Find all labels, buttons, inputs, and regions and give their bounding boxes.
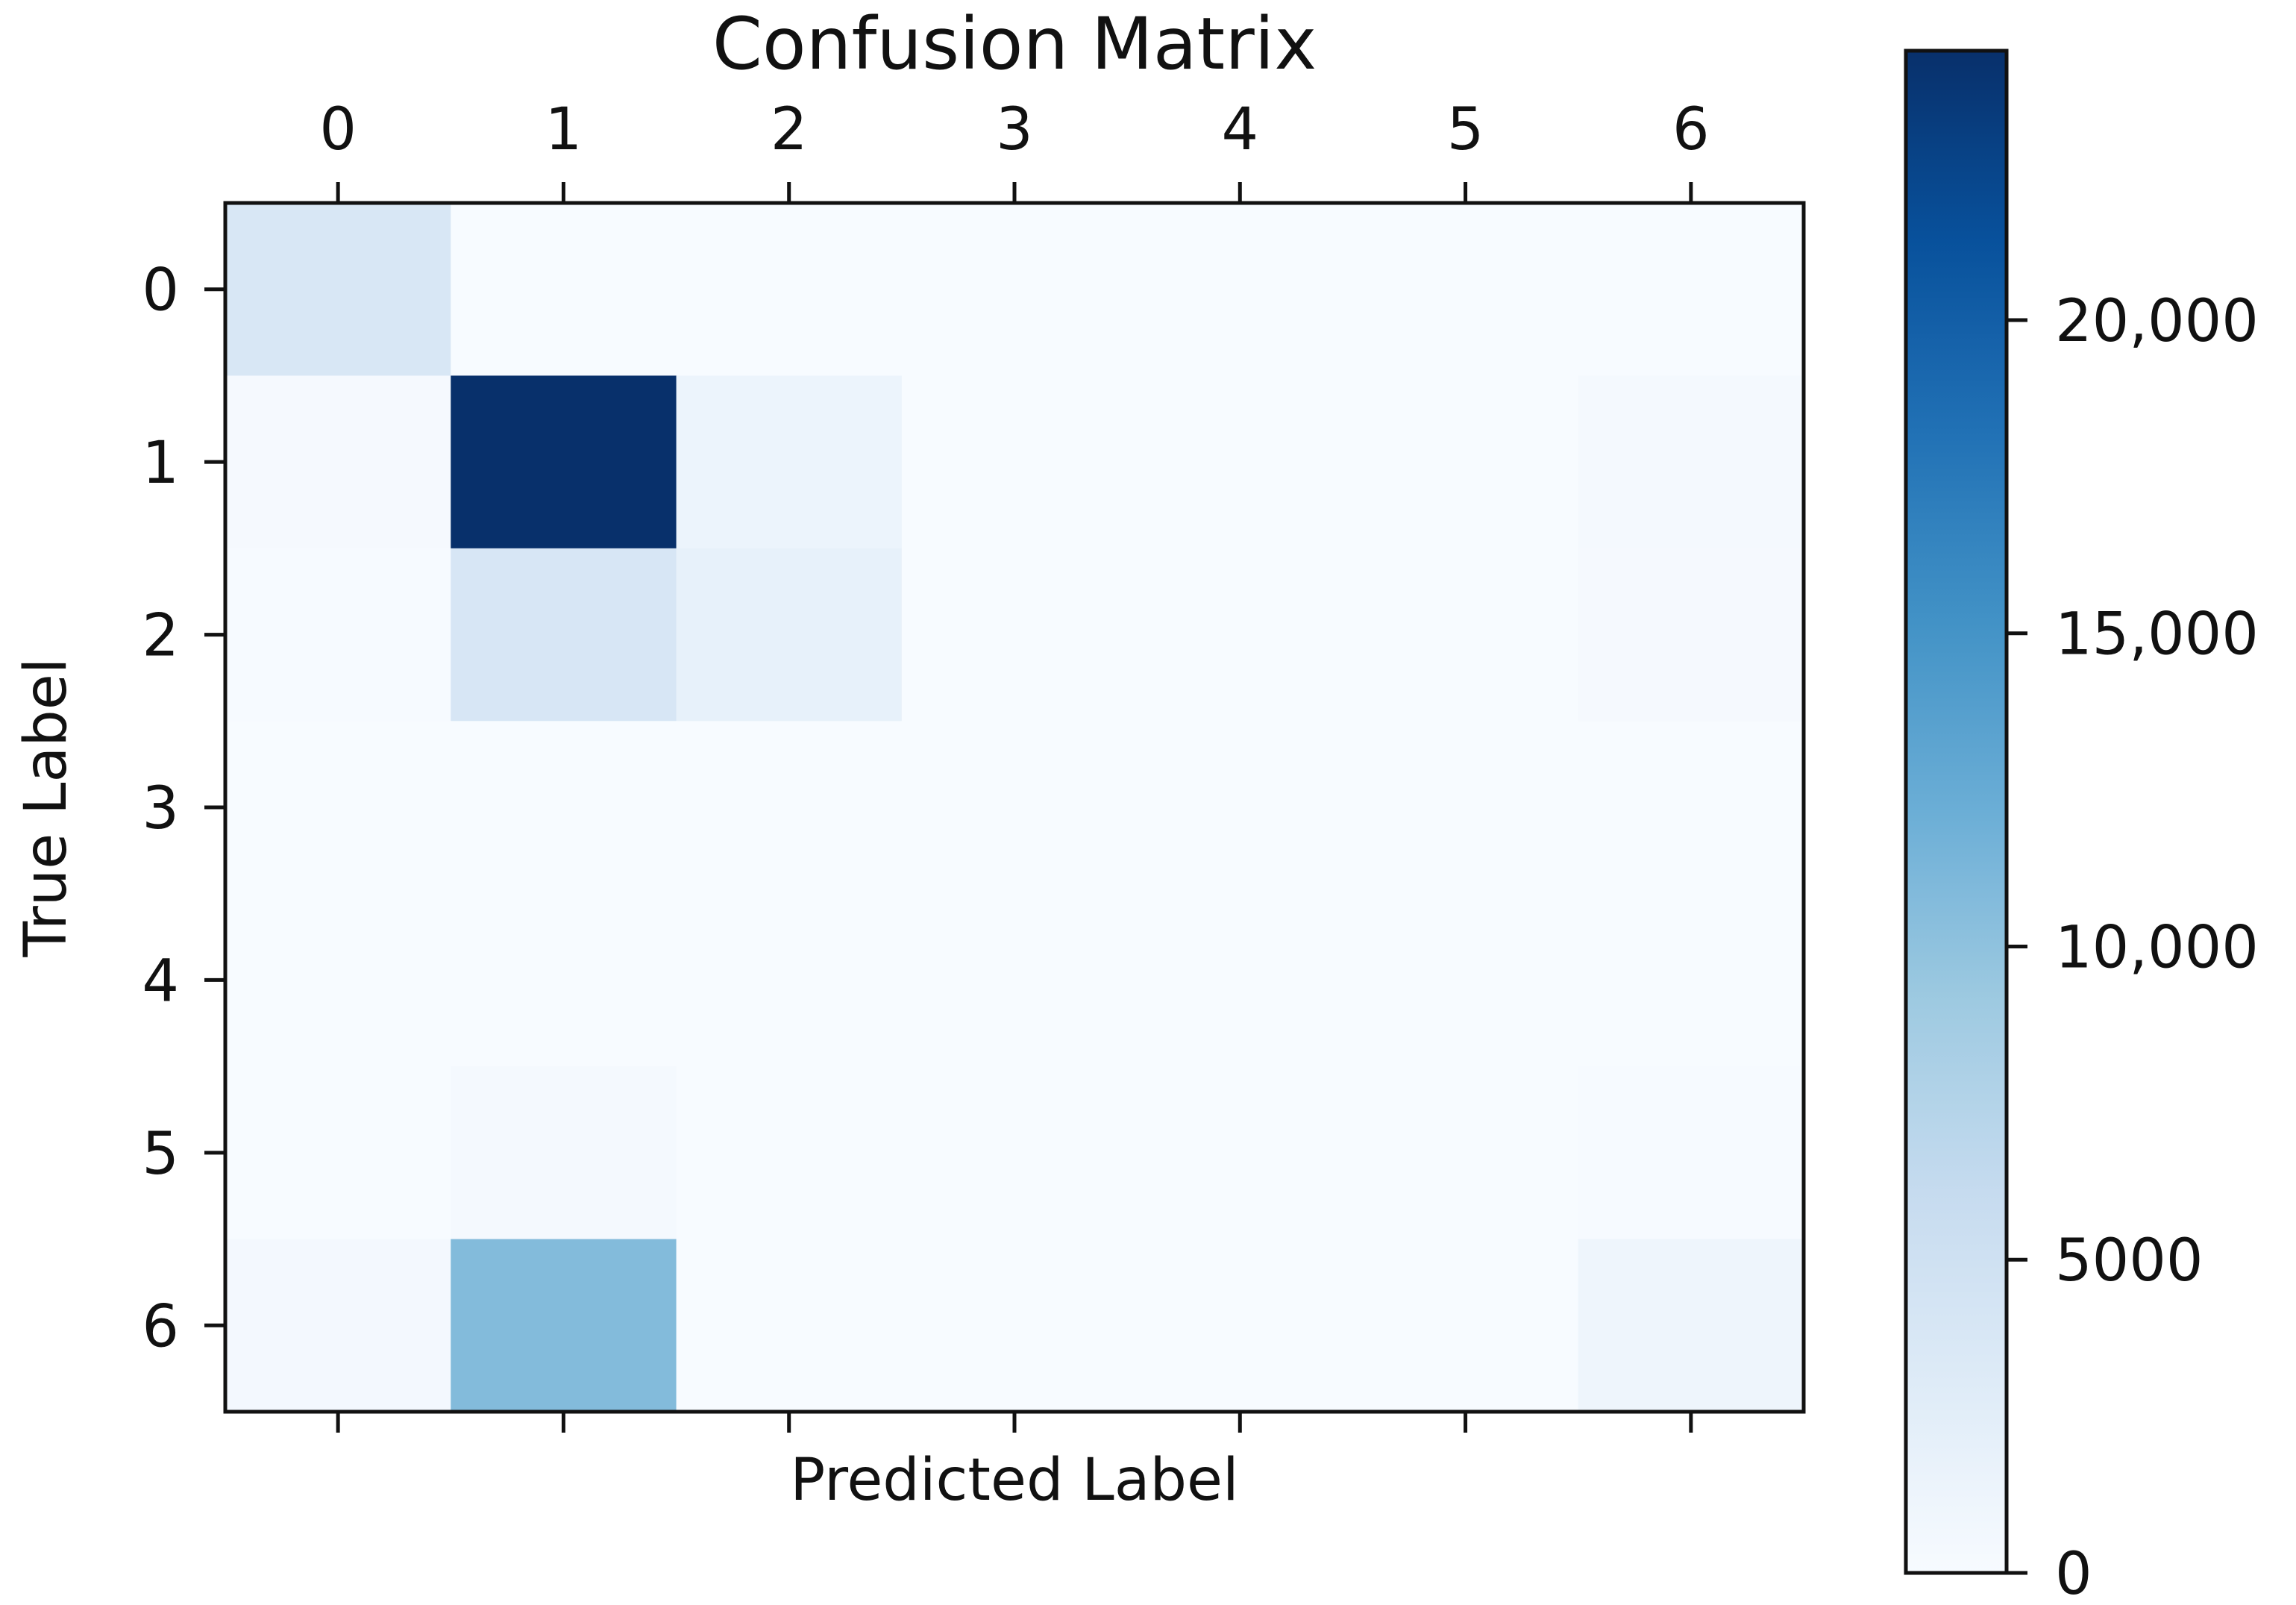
cell-5-2 [676, 1066, 903, 1240]
cell-5-5 [1352, 1066, 1579, 1240]
cell-0-3 [901, 203, 1128, 377]
x-tick-label-1: 1 [545, 96, 583, 163]
cell-1-0 [225, 375, 452, 549]
cell-2-6 [1578, 548, 1804, 722]
cell-6-2 [676, 1239, 903, 1412]
x-tick-label-6: 6 [1672, 96, 1710, 163]
y-tick-label-5: 5 [142, 1121, 179, 1188]
cell-5-3 [901, 1066, 1128, 1240]
y-tick-label-6: 6 [142, 1293, 179, 1360]
cell-2-2 [676, 548, 903, 722]
cell-1-3 [901, 375, 1128, 549]
cell-5-4 [1127, 1066, 1354, 1240]
y-axis-ticks: 0 1 2 3 4 5 6 [142, 257, 225, 1360]
y-tick-label-0: 0 [142, 257, 179, 325]
x-tick-label-3: 3 [996, 96, 1033, 163]
cell-4-5 [1352, 893, 1579, 1067]
cell-3-1 [451, 721, 677, 895]
cell-1-2 [676, 375, 903, 549]
cell-6-5 [1352, 1239, 1579, 1412]
cell-1-6 [1578, 375, 1804, 549]
x-tick-label-0: 0 [319, 96, 357, 163]
cell-6-3 [901, 1239, 1128, 1412]
heatmap-cells [225, 203, 1804, 1412]
colorbar-tick-label-10000: 10,000 [2055, 914, 2259, 981]
cell-0-1 [451, 203, 677, 377]
colorbar [1904, 49, 2009, 1575]
cell-1-4 [1127, 375, 1354, 549]
cell-4-3 [901, 893, 1128, 1067]
y-tick-label-3: 3 [142, 775, 179, 842]
cell-1-5 [1352, 375, 1579, 549]
cell-5-0 [225, 1066, 452, 1240]
cell-4-0 [225, 893, 452, 1067]
cell-5-1 [451, 1066, 677, 1240]
cell-0-0 [225, 203, 452, 377]
cell-4-6 [1578, 893, 1804, 1067]
x-axis-label: Predicted Label [790, 1447, 1238, 1514]
cell-3-6 [1578, 721, 1804, 895]
cell-3-2 [676, 721, 903, 895]
chart-title: Confusion Matrix [712, 2, 1317, 86]
cell-3-3 [901, 721, 1128, 895]
cell-3-0 [225, 721, 452, 895]
colorbar-tick-label-20000: 20,000 [2055, 288, 2259, 355]
y-tick-label-2: 2 [142, 603, 179, 670]
cell-3-5 [1352, 721, 1579, 895]
cell-6-0 [225, 1239, 452, 1412]
colorbar-tick-label-5000: 5000 [2055, 1227, 2204, 1295]
cell-2-5 [1352, 548, 1579, 722]
y-tick-label-1: 1 [142, 430, 179, 497]
cell-6-4 [1127, 1239, 1354, 1412]
cell-4-1 [451, 893, 677, 1067]
cell-3-4 [1127, 721, 1354, 895]
cell-5-6 [1578, 1066, 1804, 1240]
colorbar-tick-label-15000: 15,000 [2055, 601, 2259, 669]
cell-2-1 [451, 548, 677, 722]
cell-0-6 [1578, 203, 1804, 377]
cell-6-1 [451, 1239, 677, 1412]
cell-2-3 [901, 548, 1128, 722]
colorbar-tick-label-0: 0 [2055, 1541, 2092, 1605]
cell-1-1 [451, 375, 677, 549]
y-tick-label-4: 4 [142, 948, 179, 1015]
x-tick-label-5: 5 [1447, 96, 1484, 163]
colorbar-ticks: 0 5000 10,000 15,000 20,000 [2007, 288, 2259, 1605]
y-axis-label: True Label [13, 658, 80, 958]
cell-4-2 [676, 893, 903, 1067]
x-axis-ticks: 0 1 2 3 4 5 6 [319, 96, 1710, 1433]
cell-4-4 [1127, 893, 1354, 1067]
cell-2-0 [225, 548, 452, 722]
cell-0-4 [1127, 203, 1354, 377]
x-tick-label-4: 4 [1221, 96, 1258, 163]
cell-0-5 [1352, 203, 1579, 377]
cell-2-4 [1127, 548, 1354, 722]
cell-0-2 [676, 203, 903, 377]
cell-6-6 [1578, 1239, 1804, 1412]
x-tick-label-2: 2 [771, 96, 808, 163]
